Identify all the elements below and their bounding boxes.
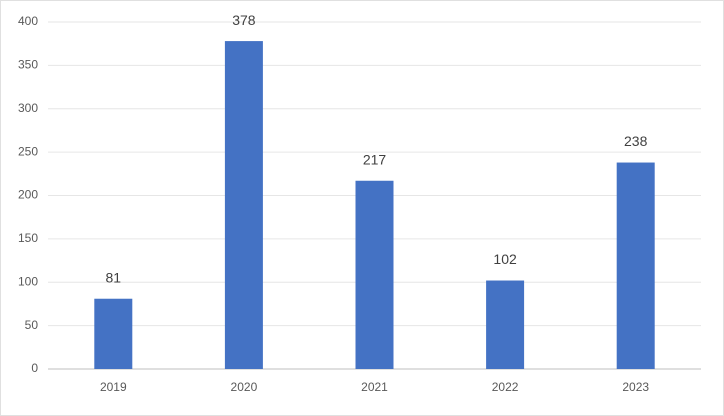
- bar: [616, 162, 655, 369]
- bar: [355, 180, 394, 369]
- x-tick-label: 2020: [231, 380, 258, 394]
- value-label: 238: [624, 133, 648, 149]
- y-tick-label: 200: [18, 188, 38, 202]
- x-tick-label: 2022: [492, 380, 519, 394]
- y-tick-label: 350: [18, 58, 38, 72]
- bar: [94, 298, 133, 369]
- bar: [224, 41, 263, 370]
- x-tick-label: 2019: [100, 380, 127, 394]
- value-label: 378: [232, 12, 256, 28]
- y-tick-label: 100: [18, 274, 38, 288]
- y-tick-label: 400: [18, 14, 38, 28]
- y-tick-label: 300: [18, 101, 38, 115]
- value-label: 81: [106, 269, 122, 285]
- y-tick-label: 150: [18, 231, 38, 245]
- x-tick-label: 2021: [361, 380, 388, 394]
- x-tick-label: 2023: [622, 380, 649, 394]
- bar: [486, 280, 525, 369]
- value-label: 102: [493, 251, 517, 267]
- y-tick-label: 250: [18, 144, 38, 158]
- value-label: 217: [363, 151, 387, 167]
- y-tick-label: 0: [31, 361, 38, 375]
- y-tick-label: 50: [25, 318, 39, 332]
